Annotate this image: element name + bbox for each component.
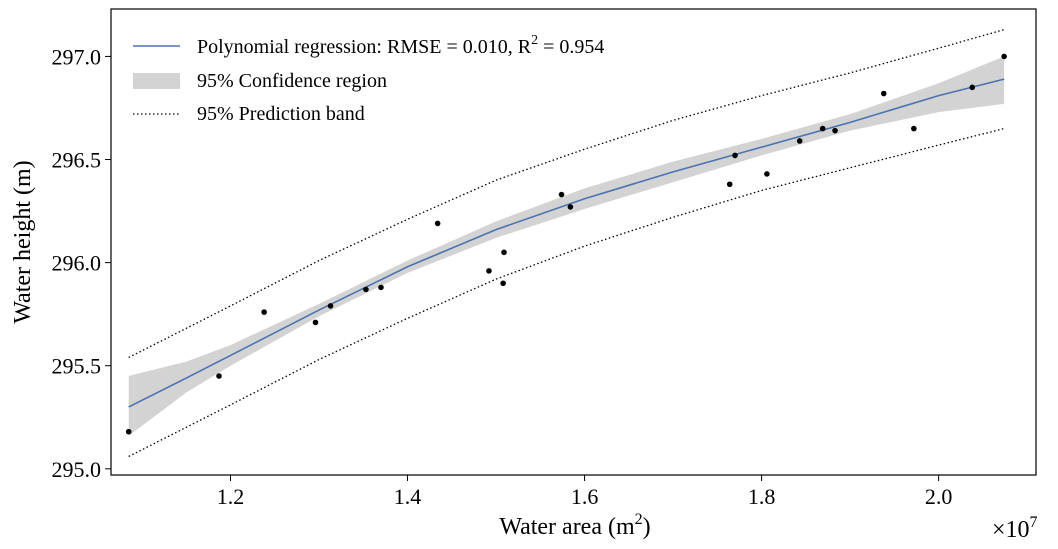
data-point — [567, 204, 574, 210]
y-axis-ticks: 295.0 295.5 296.0 296.5 297.0 — [52, 44, 111, 482]
x-tick-label: 2.0 — [925, 484, 953, 509]
data-point — [732, 152, 738, 159]
y-axis-label: Water height (m) — [10, 160, 36, 323]
data-point — [726, 181, 733, 188]
data-point — [216, 373, 222, 379]
confidence-region-layer — [128, 56, 1005, 436]
prediction-band-lower — [128, 127, 1005, 458]
y-tick-label: 296.5 — [52, 148, 102, 173]
prediction-band-upper — [128, 28, 1005, 359]
data-point — [1001, 53, 1007, 60]
x-axis-label-superscript: 2 — [635, 511, 643, 528]
y-tick-label: 296.0 — [52, 251, 102, 276]
y-tick-label: 295.5 — [52, 354, 102, 379]
prediction-band-layer — [128, 28, 1005, 458]
x-axis-label: Water area (m2) — [499, 511, 650, 540]
data-point — [434, 220, 441, 227]
data-point — [500, 280, 506, 287]
x-tick-label: 1.4 — [394, 484, 422, 509]
x-axis-multiplier-exponent: 7 — [1030, 514, 1038, 531]
legend-confidence-swatch — [133, 73, 180, 89]
data-point — [558, 191, 565, 198]
data-point — [486, 268, 492, 274]
x-tick-label: 1.8 — [748, 484, 776, 509]
data-point — [378, 284, 384, 291]
data-point — [312, 319, 319, 326]
legend-prediction-label: 95% Prediction band — [197, 103, 365, 125]
data-point — [911, 125, 917, 132]
legend-regression-label: Polynomial regression: RMSE = 0.010, R2 … — [197, 33, 604, 58]
data-point — [363, 286, 369, 293]
x-tick-label: 1.6 — [571, 484, 599, 509]
x-axis-label-close: ) — [643, 514, 651, 540]
y-tick-label: 297.0 — [52, 44, 102, 69]
regression-line — [128, 78, 1005, 408]
data-point — [261, 309, 267, 315]
regression-line-layer — [128, 78, 1005, 408]
data-point — [880, 90, 887, 97]
data-points-layer — [125, 53, 1007, 435]
y-tick-label: 295.0 — [52, 457, 102, 482]
data-point — [764, 171, 770, 177]
data-point — [796, 138, 803, 144]
legend-regression-superscript: 2 — [531, 33, 538, 48]
legend-confidence-label: 95% Confidence region — [197, 70, 387, 92]
x-axis-multiplier: ×107 — [992, 514, 1038, 543]
data-point — [501, 249, 507, 256]
data-point — [819, 125, 826, 132]
legend: Polynomial regression: RMSE = 0.010, R2 … — [133, 33, 604, 125]
plot-frame — [110, 8, 1037, 476]
legend-regression-tail: = 0.954 — [538, 36, 604, 58]
confidence-region — [128, 56, 1005, 436]
data-point — [832, 127, 838, 134]
data-point — [125, 428, 132, 435]
data-point — [969, 84, 976, 91]
data-point — [327, 303, 334, 309]
x-axis-ticks: 1.2 1.4 1.6 1.8 2.0 — [217, 475, 953, 509]
x-tick-label: 1.2 — [217, 484, 245, 509]
